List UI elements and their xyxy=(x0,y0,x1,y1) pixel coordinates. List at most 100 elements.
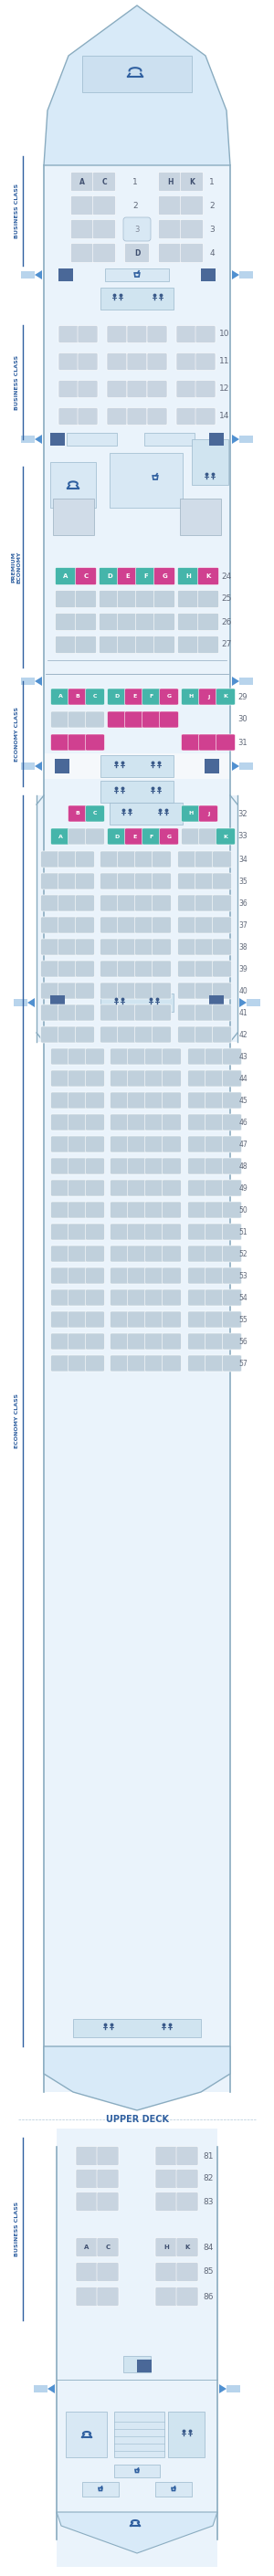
FancyBboxPatch shape xyxy=(51,1224,70,1239)
Bar xyxy=(66,433,116,446)
Text: C: C xyxy=(93,696,97,698)
FancyBboxPatch shape xyxy=(205,1224,224,1239)
FancyBboxPatch shape xyxy=(205,1048,224,1064)
FancyBboxPatch shape xyxy=(136,590,157,608)
Bar xyxy=(44,165,230,2092)
Text: A: A xyxy=(58,835,62,840)
FancyBboxPatch shape xyxy=(162,1311,181,1327)
Text: 31: 31 xyxy=(238,739,248,747)
Text: G: G xyxy=(167,696,171,698)
FancyBboxPatch shape xyxy=(75,938,95,956)
Bar xyxy=(55,760,69,773)
Text: 55: 55 xyxy=(238,1316,247,1324)
FancyBboxPatch shape xyxy=(58,1025,77,1043)
FancyBboxPatch shape xyxy=(145,1048,164,1064)
FancyBboxPatch shape xyxy=(78,407,98,425)
FancyBboxPatch shape xyxy=(162,1136,181,1151)
FancyBboxPatch shape xyxy=(195,1005,214,1020)
FancyBboxPatch shape xyxy=(127,1334,147,1350)
Text: BUSINESS CLASS: BUSINESS CLASS xyxy=(14,2202,19,2257)
FancyBboxPatch shape xyxy=(76,2239,98,2257)
FancyBboxPatch shape xyxy=(85,1311,105,1327)
FancyBboxPatch shape xyxy=(99,613,120,631)
Polygon shape xyxy=(47,2385,55,2393)
FancyBboxPatch shape xyxy=(135,850,154,868)
Text: 49: 49 xyxy=(238,1185,247,1193)
FancyBboxPatch shape xyxy=(181,734,201,750)
FancyBboxPatch shape xyxy=(162,1157,181,1175)
Bar xyxy=(227,2385,240,2393)
FancyBboxPatch shape xyxy=(127,1069,147,1087)
Bar xyxy=(114,2411,164,2458)
FancyBboxPatch shape xyxy=(68,1203,87,1218)
FancyBboxPatch shape xyxy=(76,2146,98,2166)
Bar xyxy=(110,804,183,824)
FancyBboxPatch shape xyxy=(110,1180,129,1195)
FancyBboxPatch shape xyxy=(162,1180,181,1195)
Text: K: K xyxy=(189,178,195,185)
FancyBboxPatch shape xyxy=(100,917,119,933)
Text: 10: 10 xyxy=(219,330,230,337)
Text: H: H xyxy=(189,811,193,817)
FancyBboxPatch shape xyxy=(85,806,105,822)
Text: G: G xyxy=(162,574,167,580)
Text: 3: 3 xyxy=(135,224,139,234)
Text: F: F xyxy=(150,835,153,840)
Polygon shape xyxy=(232,762,239,770)
FancyBboxPatch shape xyxy=(127,353,147,371)
FancyBboxPatch shape xyxy=(51,1203,70,1218)
FancyBboxPatch shape xyxy=(162,1203,181,1218)
Text: 14: 14 xyxy=(219,412,230,420)
Polygon shape xyxy=(44,5,230,165)
Text: 11: 11 xyxy=(219,358,230,366)
FancyBboxPatch shape xyxy=(117,938,136,956)
Bar xyxy=(57,2128,217,2566)
FancyBboxPatch shape xyxy=(222,1334,242,1350)
FancyBboxPatch shape xyxy=(158,196,181,214)
FancyBboxPatch shape xyxy=(85,1136,105,1151)
Text: 48: 48 xyxy=(239,1162,247,1170)
FancyBboxPatch shape xyxy=(212,1025,232,1043)
FancyBboxPatch shape xyxy=(155,2146,177,2166)
FancyBboxPatch shape xyxy=(195,407,216,425)
Text: B: B xyxy=(75,811,80,817)
Text: 26: 26 xyxy=(221,618,232,626)
Bar xyxy=(58,268,73,281)
Text: 39: 39 xyxy=(238,966,247,974)
FancyBboxPatch shape xyxy=(198,590,219,608)
FancyBboxPatch shape xyxy=(68,1334,87,1350)
FancyBboxPatch shape xyxy=(85,1180,105,1195)
FancyBboxPatch shape xyxy=(127,1311,147,1327)
Bar xyxy=(192,440,228,484)
FancyBboxPatch shape xyxy=(158,173,181,191)
FancyBboxPatch shape xyxy=(117,567,138,585)
FancyBboxPatch shape xyxy=(198,613,219,631)
FancyBboxPatch shape xyxy=(176,2239,198,2257)
FancyBboxPatch shape xyxy=(176,2287,198,2306)
Text: 40: 40 xyxy=(238,987,247,994)
FancyBboxPatch shape xyxy=(158,242,181,263)
Bar xyxy=(36,796,238,1041)
FancyBboxPatch shape xyxy=(180,196,203,214)
FancyBboxPatch shape xyxy=(176,407,196,425)
FancyBboxPatch shape xyxy=(135,873,154,889)
Bar xyxy=(82,57,192,93)
FancyBboxPatch shape xyxy=(75,636,96,654)
FancyBboxPatch shape xyxy=(107,711,127,729)
Text: 3: 3 xyxy=(209,224,215,234)
Text: C: C xyxy=(84,574,88,580)
FancyBboxPatch shape xyxy=(97,2287,119,2306)
FancyBboxPatch shape xyxy=(195,873,214,889)
Bar xyxy=(155,2481,192,2496)
FancyBboxPatch shape xyxy=(68,1291,87,1306)
FancyBboxPatch shape xyxy=(181,806,201,822)
FancyBboxPatch shape xyxy=(135,981,154,999)
FancyBboxPatch shape xyxy=(159,711,179,729)
FancyBboxPatch shape xyxy=(110,1247,129,1262)
FancyBboxPatch shape xyxy=(75,1025,95,1043)
Text: C: C xyxy=(93,811,97,817)
FancyBboxPatch shape xyxy=(145,1092,164,1108)
FancyBboxPatch shape xyxy=(195,938,214,956)
Polygon shape xyxy=(219,2385,227,2393)
FancyBboxPatch shape xyxy=(125,688,144,706)
